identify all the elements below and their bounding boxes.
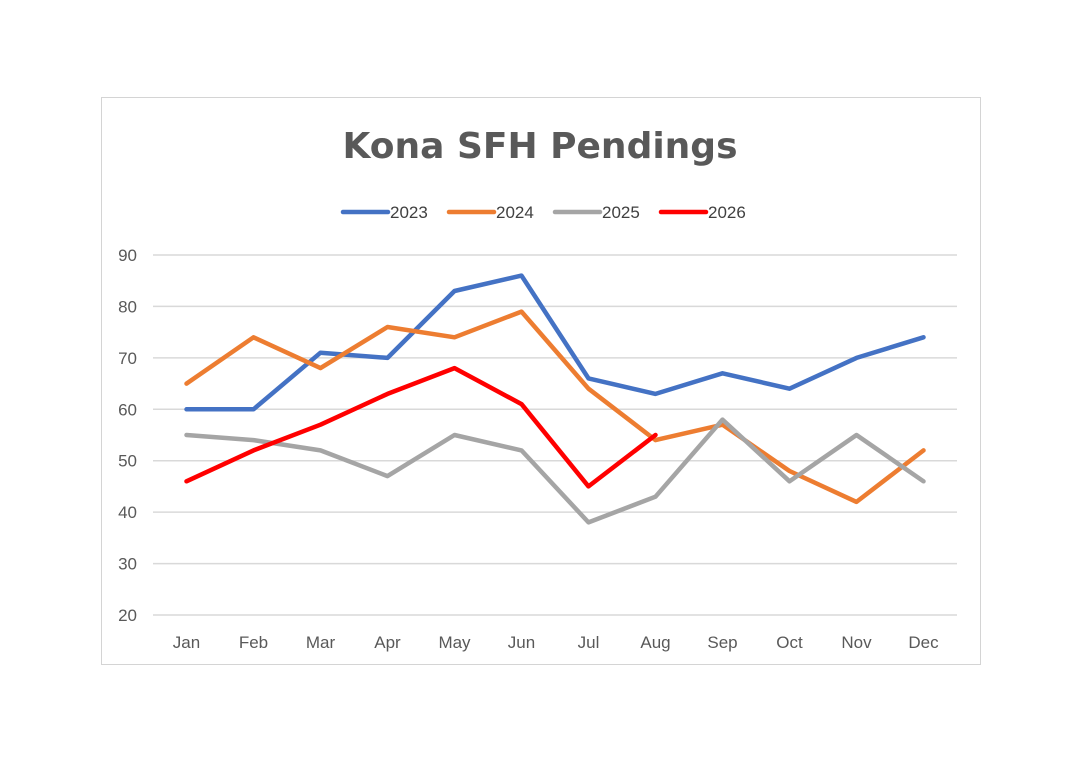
- x-tick-label: Feb: [239, 633, 268, 652]
- legend-label-2025: 2025: [602, 203, 640, 222]
- gridlines: [153, 254, 957, 616]
- chart-frame: [101, 97, 981, 665]
- y-tick-label: 40: [118, 503, 137, 522]
- y-tick-label: 70: [118, 349, 137, 368]
- series-line-2025: [184, 417, 926, 525]
- legend-label-2024: 2024: [496, 203, 534, 222]
- x-tick-label: Mar: [306, 633, 336, 652]
- x-tick-label: Dec: [908, 633, 939, 652]
- x-tick-label: Apr: [374, 633, 401, 652]
- legend-label-2026: 2026: [708, 203, 746, 222]
- chart-title: Kona SFH Pendings: [343, 126, 738, 167]
- x-tick-label: Jan: [173, 633, 200, 652]
- y-tick-label: 80: [118, 297, 137, 316]
- series-line-2023: [184, 273, 926, 412]
- x-tick-label: May: [438, 633, 471, 652]
- y-tick-label: 50: [118, 452, 137, 471]
- x-tick-label: Aug: [640, 633, 670, 652]
- series-line-2024: [184, 309, 926, 505]
- legend: 2023 2024 2025 2026: [340, 203, 746, 222]
- x-tick-label: Jul: [578, 633, 600, 652]
- y-tick-label: 60: [118, 400, 137, 419]
- x-tick-label: Oct: [776, 633, 803, 652]
- x-axis-ticks: Jan Feb Mar Apr May Jun Jul Aug Sep Oct Nov Dec: [173, 633, 939, 652]
- y-tick-label: 20: [118, 606, 137, 625]
- y-tick-label: 30: [118, 555, 137, 574]
- x-tick-label: Nov: [841, 633, 872, 652]
- x-tick-label: Jun: [508, 633, 535, 652]
- y-tick-label: 90: [118, 246, 137, 265]
- series-line-2026: [184, 365, 658, 489]
- x-tick-label: Sep: [707, 633, 737, 652]
- series-lines: [184, 273, 926, 525]
- legend-label-2023: 2023: [390, 203, 428, 222]
- y-axis-ticks: 20 30 40 50 60 70 80 90: [118, 246, 137, 625]
